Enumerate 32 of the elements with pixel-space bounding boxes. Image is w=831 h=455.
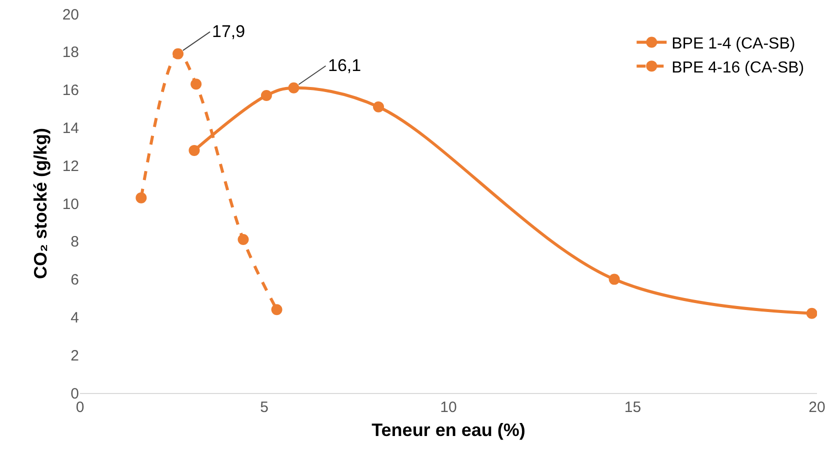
y-tick-label: 10 bbox=[62, 196, 79, 213]
y-tick-label: 12 bbox=[62, 158, 79, 175]
point bbox=[172, 48, 184, 60]
y-tick-label: 0 bbox=[70, 385, 79, 402]
y-tick-label: 6 bbox=[70, 272, 79, 289]
point bbox=[372, 101, 384, 112]
legend-label: BPE 4-16 (CA-SB) bbox=[672, 59, 804, 76]
x-axis-title: Teneur en eau (%) bbox=[372, 420, 526, 440]
y-tick-label: 2 bbox=[70, 347, 79, 364]
x-tick-label: 20 bbox=[808, 399, 826, 416]
point bbox=[260, 90, 272, 101]
point bbox=[238, 234, 249, 246]
y-tick-label: 16 bbox=[62, 82, 79, 100]
point bbox=[188, 144, 200, 156]
x-tick-label: 5 bbox=[260, 399, 268, 416]
y-tick-label: 14 bbox=[62, 120, 79, 137]
y-tick-label: 18 bbox=[62, 44, 79, 62]
y-tick-label: 8 bbox=[70, 234, 79, 251]
point bbox=[136, 192, 147, 204]
point bbox=[190, 78, 202, 90]
y-tick-label: 20 bbox=[62, 6, 79, 24]
point bbox=[271, 304, 282, 316]
y-axis-title: CO₂ stocké (g/kg) bbox=[30, 128, 51, 280]
y-tick-label: 4 bbox=[70, 309, 79, 326]
x-tick-label: 15 bbox=[624, 399, 642, 416]
point bbox=[806, 308, 817, 319]
annotation: 17,9 bbox=[212, 22, 246, 41]
legend-label: BPE 1-4 (CA-SB) bbox=[672, 36, 796, 53]
point bbox=[288, 82, 300, 94]
annotation: 16,1 bbox=[328, 56, 362, 75]
x-tick-label: 10 bbox=[440, 399, 457, 416]
point bbox=[608, 274, 620, 285]
